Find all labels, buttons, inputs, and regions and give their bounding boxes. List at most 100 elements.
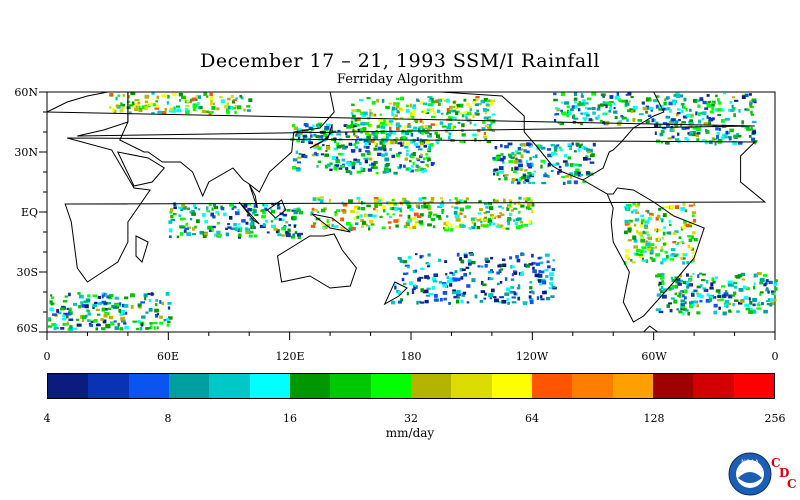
rain-cell xyxy=(523,224,528,227)
rain-cell xyxy=(450,223,453,228)
rain-cell xyxy=(651,118,655,123)
rain-cell xyxy=(420,142,425,146)
rain-cell xyxy=(192,227,196,231)
rain-cell xyxy=(406,149,409,153)
rain-cell xyxy=(521,143,526,147)
rain-cell xyxy=(60,307,65,311)
rain-cell xyxy=(765,288,769,292)
rain-cell xyxy=(514,222,519,226)
rain-cell xyxy=(689,223,692,228)
rain-cell xyxy=(370,166,376,169)
rain-cell xyxy=(765,300,770,303)
rain-cell xyxy=(675,138,680,142)
rain-cell xyxy=(460,259,465,264)
rain-cell xyxy=(478,200,482,203)
rain-cell xyxy=(287,228,291,233)
rain-cell xyxy=(251,212,256,215)
rain-cell xyxy=(741,120,744,124)
rain-cell xyxy=(660,272,665,277)
rain-cell xyxy=(674,292,678,296)
rain-cell xyxy=(424,125,429,129)
rain-cell xyxy=(480,290,486,293)
rain-cell xyxy=(750,127,753,130)
rain-cell xyxy=(724,290,728,293)
rain-cell xyxy=(650,247,654,250)
rain-cell xyxy=(602,121,606,124)
rain-cell xyxy=(513,160,519,164)
rain-cell xyxy=(591,119,594,122)
coastline xyxy=(309,123,333,149)
rain-cell xyxy=(183,229,187,233)
rain-cell xyxy=(105,307,108,311)
rain-cell xyxy=(511,273,514,277)
rain-cell xyxy=(716,132,720,136)
rain-cell xyxy=(613,106,616,110)
rain-cell xyxy=(379,198,384,201)
rain-cell xyxy=(271,202,275,206)
rain-cell xyxy=(381,98,385,103)
rain-cell xyxy=(661,236,664,240)
rain-cell xyxy=(709,286,714,290)
rain-cell xyxy=(112,108,115,112)
rain-cell xyxy=(769,302,773,307)
rain-cell xyxy=(655,253,660,257)
colorbar-swatch-15 xyxy=(652,374,694,398)
rain-cell xyxy=(184,227,189,230)
rain-cell xyxy=(484,292,487,296)
rain-cell xyxy=(427,148,431,152)
rain-cell xyxy=(159,300,162,304)
rain-cell xyxy=(367,124,371,127)
rain-cell xyxy=(361,224,364,229)
rain-cell xyxy=(469,120,472,125)
rain-cell xyxy=(437,205,442,208)
rain-cell xyxy=(484,202,488,206)
rain-cell xyxy=(416,98,419,102)
rain-cell xyxy=(425,163,428,167)
rain-cell xyxy=(656,293,662,297)
rain-cell xyxy=(448,301,451,305)
rain-cell xyxy=(441,210,444,215)
rain-cell xyxy=(232,99,237,102)
rain-cell xyxy=(587,157,591,161)
lon-label-0-east: 0 xyxy=(771,350,779,363)
rain-cell xyxy=(436,109,441,113)
rain-cell xyxy=(157,110,163,114)
rain-cell xyxy=(648,236,652,241)
rain-cell xyxy=(526,162,532,167)
rain-cell xyxy=(230,94,234,98)
rain-cell xyxy=(537,144,543,149)
rain-cell xyxy=(648,106,654,110)
rain-cell xyxy=(388,226,391,230)
rain-cell xyxy=(588,118,593,122)
rain-cell xyxy=(335,165,339,169)
rain-cell xyxy=(379,121,385,126)
rain-cell xyxy=(646,97,652,102)
rain-cell xyxy=(713,310,717,315)
rain-cell xyxy=(424,130,429,133)
rain-cell xyxy=(368,225,371,228)
rain-cell xyxy=(478,103,482,106)
rain-cell xyxy=(196,102,200,105)
rain-cell xyxy=(363,145,367,149)
rain-cell xyxy=(468,271,472,275)
rain-cell xyxy=(682,308,687,311)
rain-cell xyxy=(206,95,209,98)
rain-cell xyxy=(497,264,502,268)
rain-cell xyxy=(402,197,407,201)
rain-cell xyxy=(395,104,400,109)
rain-cell xyxy=(487,217,492,221)
rain-cell xyxy=(63,312,68,316)
rain-cell xyxy=(101,327,106,331)
rain-cell xyxy=(180,207,184,211)
rain-cell xyxy=(680,299,685,303)
rain-cell xyxy=(48,317,51,320)
coastline-layer xyxy=(46,91,767,333)
rain-cell xyxy=(452,109,457,113)
rain-cell xyxy=(773,292,776,296)
rain-cell xyxy=(167,94,170,99)
rain-cell xyxy=(118,304,121,307)
rain-cell xyxy=(564,162,569,167)
rain-cell xyxy=(390,140,395,145)
rain-cell xyxy=(225,108,230,113)
rain-cell xyxy=(452,101,455,104)
